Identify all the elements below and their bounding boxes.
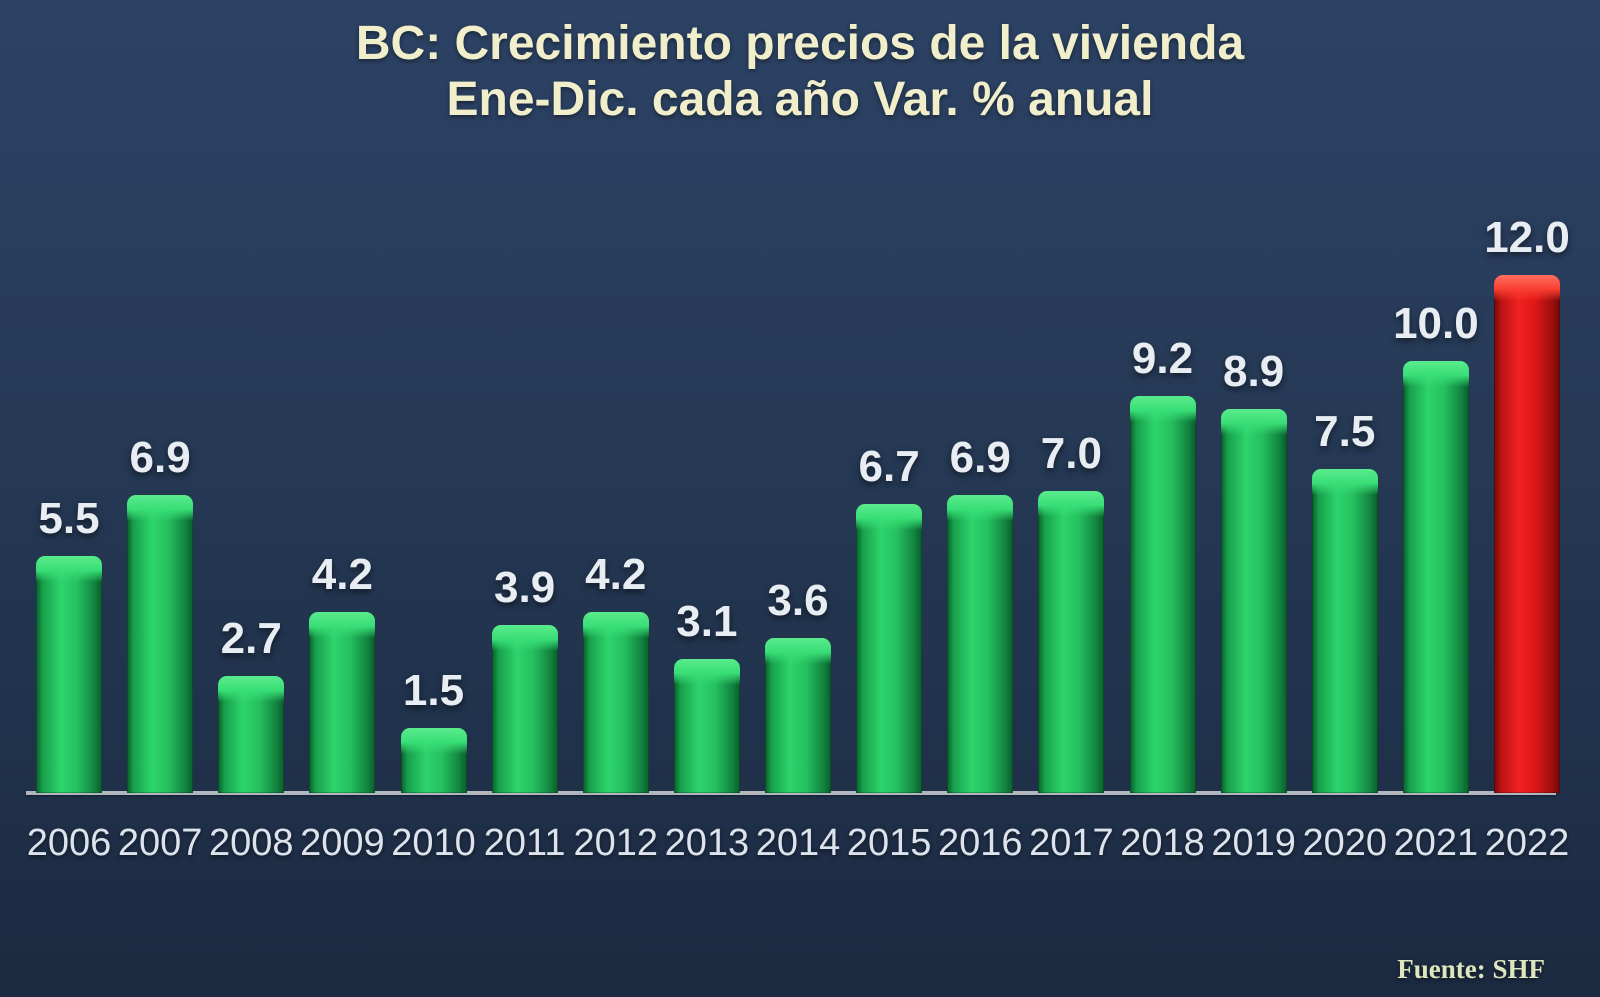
bar-2011 — [491, 625, 558, 793]
bar-value-label-2015: 6.7 — [858, 442, 920, 491]
bar-slot-2022: 12.0 — [1484, 213, 1570, 793]
x-tick-2006: 2006 — [26, 822, 112, 864]
bar-value-label-2011: 3.9 — [494, 563, 556, 612]
bar-slot-2012: 4.2 — [582, 550, 649, 793]
bar-slot-2017: 7.0 — [1038, 429, 1105, 793]
bar-2007 — [127, 495, 194, 793]
bar-value-label-2009: 4.2 — [311, 550, 373, 599]
chart-title: BC: Crecimiento precios de la vivienda E… — [0, 16, 1600, 127]
bar-2020 — [1311, 469, 1378, 793]
bar-value-label-2022: 12.0 — [1484, 213, 1570, 262]
x-tick-2013: 2013 — [664, 822, 750, 864]
bar-2010 — [400, 728, 467, 793]
x-tick-2012: 2012 — [573, 822, 659, 864]
x-tick-2020: 2020 — [1302, 822, 1388, 864]
bar-slot-2013: 3.1 — [673, 597, 740, 793]
plot-area: 5.5 6.9 2.7 4.2 1.5 3.9 4.2 3.1 3.6 6.7 6.9 7.0 9.2 8… — [36, 150, 1570, 793]
bar-2015 — [856, 504, 923, 793]
x-tick-2016: 2016 — [937, 822, 1023, 864]
bar-slot-2019: 8.9 — [1220, 347, 1287, 793]
bar-slot-2008: 2.7 — [218, 614, 285, 793]
bar-2017 — [1038, 491, 1105, 793]
x-tick-2021: 2021 — [1393, 822, 1479, 864]
bars-row: 5.5 6.9 2.7 4.2 1.5 3.9 4.2 3.1 3.6 6.7 6.9 7.0 9.2 8… — [36, 150, 1570, 793]
chart-title-line1: BC: Crecimiento precios de la vivienda — [355, 17, 1245, 70]
bar-slot-2020: 7.5 — [1311, 407, 1378, 793]
x-tick-2008: 2008 — [208, 822, 294, 864]
bar-value-label-2017: 7.0 — [1040, 429, 1102, 478]
bar-value-label-2007: 6.9 — [129, 433, 191, 482]
x-tick-2017: 2017 — [1029, 822, 1114, 864]
bar-2012 — [582, 612, 649, 793]
bar-value-label-2019: 8.9 — [1223, 347, 1285, 396]
bar-value-label-2016: 6.9 — [949, 433, 1011, 482]
bar-slot-2014: 3.6 — [765, 576, 831, 793]
bar-value-label-2021: 10.0 — [1393, 299, 1479, 348]
bar-value-label-2012: 4.2 — [585, 550, 647, 599]
bar-value-label-2008: 2.7 — [220, 614, 282, 663]
bar-value-label-2020: 7.5 — [1314, 407, 1376, 456]
x-tick-2022: 2022 — [1484, 822, 1570, 864]
bar-slot-2010: 1.5 — [400, 666, 467, 793]
bar-slot-2006: 5.5 — [36, 494, 102, 793]
x-tick-2007: 2007 — [117, 822, 203, 864]
x-tick-2019: 2019 — [1211, 822, 1296, 864]
bar-slot-2016: 6.9 — [947, 433, 1014, 793]
bar-slot-2011: 3.9 — [491, 563, 558, 793]
chart-title-line2: Ene-Dic. cada año Var. % anual — [446, 72, 1154, 126]
bar-2021 — [1402, 361, 1469, 793]
x-tick-2010: 2010 — [391, 822, 476, 864]
bar-value-label-2013: 3.1 — [676, 597, 738, 646]
years-row: 2006 2007 2008 2009 2010 2011 2012 2013 2014 2015… — [26, 822, 1570, 865]
x-tick-2009: 2009 — [300, 822, 385, 864]
bar-2009 — [309, 612, 376, 793]
x-tick-2011: 2011 — [483, 822, 566, 864]
x-axis-line — [26, 791, 1556, 795]
bar-slot-2007: 6.9 — [127, 433, 194, 793]
bar-slot-2015: 6.7 — [856, 442, 923, 793]
source-note: Fuente: SHF — [1397, 954, 1545, 984]
x-tick-2014: 2014 — [755, 822, 841, 864]
bar-2018 — [1129, 396, 1196, 793]
bar-slot-2009: 4.2 — [309, 550, 376, 793]
bar-value-label-2006: 5.5 — [38, 494, 100, 543]
bar-value-label-2018: 9.2 — [1131, 334, 1194, 383]
bar-2014 — [765, 638, 831, 793]
bar-value-label-2014: 3.6 — [767, 576, 829, 625]
bar-slot-2021: 10.0 — [1393, 299, 1479, 793]
bar-2008 — [218, 676, 285, 793]
bar-2016 — [947, 495, 1014, 793]
x-tick-2018: 2018 — [1120, 822, 1205, 864]
x-tick-2015: 2015 — [846, 822, 932, 864]
bar-2013 — [673, 659, 740, 793]
bar-slot-2018: 9.2 — [1129, 334, 1196, 793]
bar-value-label-2010: 1.5 — [402, 666, 465, 715]
bar-2006 — [36, 556, 102, 793]
bar-2022 — [1494, 275, 1560, 793]
bar-2019 — [1220, 409, 1287, 793]
